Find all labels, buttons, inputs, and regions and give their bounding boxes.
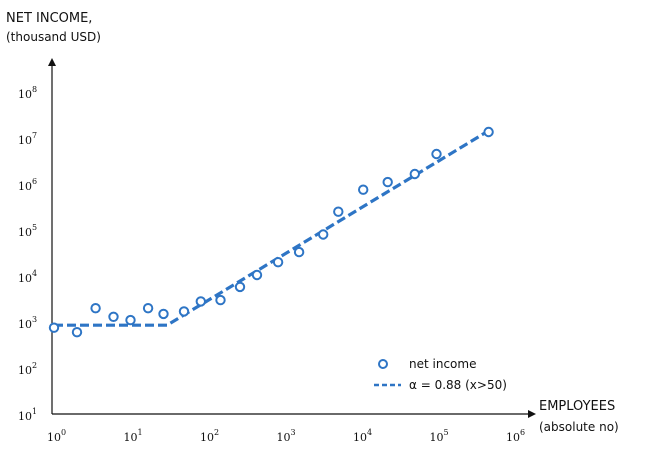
data-point bbox=[483, 126, 494, 138]
data-point bbox=[318, 229, 329, 240]
x-tick-label: 102 bbox=[200, 428, 219, 444]
legend-marker-net-income bbox=[378, 359, 388, 369]
data-point bbox=[358, 184, 369, 195]
data-point bbox=[333, 206, 344, 217]
data-point bbox=[90, 303, 101, 314]
y-tick-label: 105 bbox=[18, 223, 37, 239]
legend-label-fit-line: α = 0.88 (x>50) bbox=[409, 378, 507, 392]
data-point bbox=[215, 294, 226, 306]
data-point bbox=[142, 303, 154, 314]
fit-line bbox=[54, 128, 491, 327]
data-point bbox=[272, 257, 284, 268]
x-tick-label: 100 bbox=[47, 428, 66, 444]
data-point bbox=[178, 306, 190, 317]
data-point bbox=[158, 308, 169, 320]
data-point bbox=[48, 322, 60, 333]
y-axis-subtitle: (thousand USD) bbox=[6, 30, 101, 44]
x-tick-label: 105 bbox=[430, 428, 449, 444]
x-axis-subtitle: (absolute no) bbox=[539, 420, 619, 434]
x-tick-label: 103 bbox=[277, 428, 296, 444]
data-point bbox=[125, 314, 136, 326]
data-point bbox=[409, 168, 420, 180]
y-tick-label: 107 bbox=[18, 131, 37, 147]
y-tick-label: 104 bbox=[18, 269, 37, 285]
x-tick-label: 104 bbox=[353, 428, 372, 444]
fit-line-layer bbox=[54, 128, 491, 327]
x-axis-title: EMPLOYEES bbox=[539, 399, 615, 414]
y-axis-title: NET INCOME, bbox=[6, 11, 92, 26]
y-tick-label: 106 bbox=[18, 177, 37, 193]
y-tick-label: 108 bbox=[18, 85, 37, 101]
x-tick-labels: 100 101 102 103 104 105 106 bbox=[47, 428, 525, 444]
data-point bbox=[195, 296, 207, 307]
data-point bbox=[251, 269, 263, 281]
data-point bbox=[431, 148, 442, 160]
x-tick-label: 101 bbox=[124, 428, 143, 444]
x-tick-label: 106 bbox=[506, 428, 525, 444]
scatter-points bbox=[48, 126, 494, 338]
y-tick-label: 103 bbox=[18, 315, 37, 331]
data-point bbox=[71, 327, 83, 338]
data-point bbox=[234, 281, 246, 293]
data-point bbox=[293, 246, 305, 258]
legend-label-net-income: net income bbox=[409, 357, 476, 371]
y-tick-label: 102 bbox=[18, 361, 37, 377]
y-tick-labels: 101 102 103 104 105 106 107 108 bbox=[18, 85, 37, 423]
data-point bbox=[108, 311, 119, 322]
data-point bbox=[382, 176, 393, 188]
y-tick-label: 101 bbox=[18, 407, 37, 423]
legend: net income α = 0.88 (x>50) bbox=[374, 357, 507, 392]
